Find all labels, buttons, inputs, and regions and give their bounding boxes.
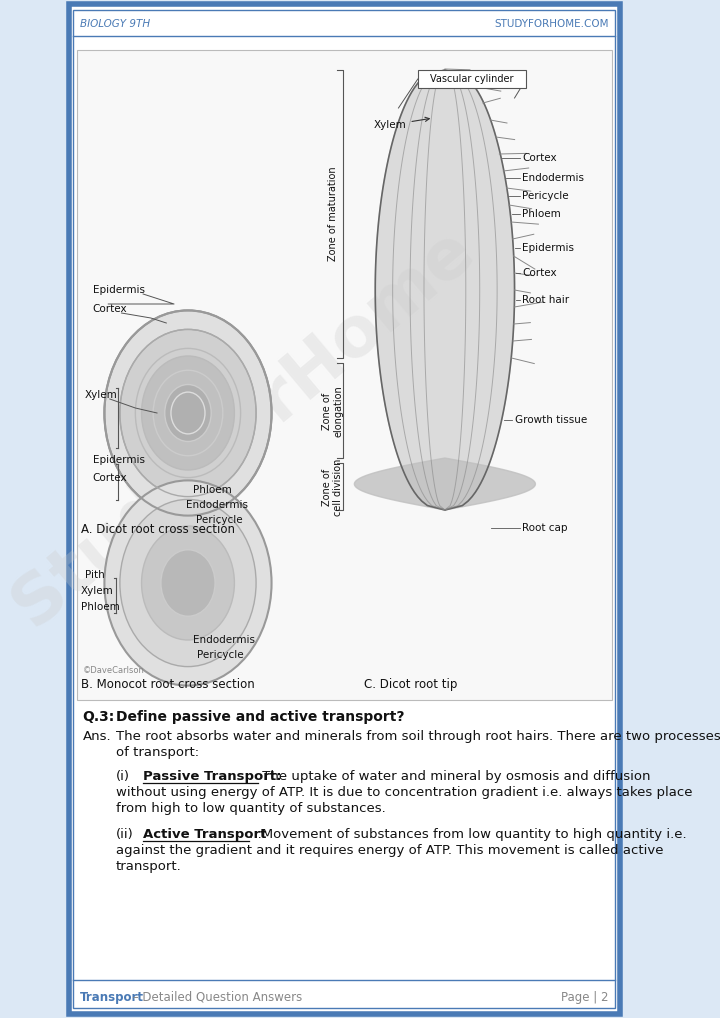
Text: Cortex: Cortex xyxy=(522,153,557,163)
Text: Cortex: Cortex xyxy=(93,304,127,314)
Text: BIOLOGY 9TH: BIOLOGY 9TH xyxy=(80,19,150,29)
Text: Zone of
elongation: Zone of elongation xyxy=(322,385,343,437)
Ellipse shape xyxy=(161,550,215,616)
Text: Passive Transport:: Passive Transport: xyxy=(143,770,282,783)
Text: Define passive and active transport?: Define passive and active transport? xyxy=(116,710,405,724)
Text: – Detailed Question Answers: – Detailed Question Answers xyxy=(129,991,302,1004)
Text: Cortex: Cortex xyxy=(93,473,127,483)
Text: Transport: Transport xyxy=(80,991,143,1004)
Bar xyxy=(76,50,612,700)
Text: Growth tissue: Growth tissue xyxy=(515,415,587,425)
Text: Xylem: Xylem xyxy=(374,117,429,130)
Text: Phloem: Phloem xyxy=(194,485,232,495)
Ellipse shape xyxy=(165,385,211,442)
Text: Zone of maturation: Zone of maturation xyxy=(328,167,338,262)
Text: Epidermis: Epidermis xyxy=(522,243,575,253)
Text: (i): (i) xyxy=(116,770,130,783)
Text: Q.3:: Q.3: xyxy=(83,710,115,724)
Ellipse shape xyxy=(120,500,256,667)
Text: Phloem: Phloem xyxy=(81,602,120,612)
Ellipse shape xyxy=(142,526,235,640)
Ellipse shape xyxy=(142,356,235,470)
Text: Pith: Pith xyxy=(85,570,105,580)
Text: Ans.: Ans. xyxy=(83,730,112,743)
Text: Endodermis: Endodermis xyxy=(522,173,584,183)
Ellipse shape xyxy=(104,480,271,685)
Text: Pericycle: Pericycle xyxy=(197,651,244,660)
Bar xyxy=(418,70,526,88)
Text: Pericycle: Pericycle xyxy=(196,515,243,525)
Text: Xylem: Xylem xyxy=(81,586,114,596)
Text: Pericycle: Pericycle xyxy=(522,191,569,201)
Text: : .Movement of substances from low quantity to high quantity i.e.: : .Movement of substances from low quant… xyxy=(249,828,687,841)
Text: without using energy of ATP. It is due to concentration gradient i.e. always tak: without using energy of ATP. It is due t… xyxy=(116,786,693,799)
Text: of transport:: of transport: xyxy=(116,746,199,759)
Text: C. Dicot root tip: C. Dicot root tip xyxy=(364,678,457,691)
Text: Endodermis: Endodermis xyxy=(194,635,256,645)
Text: Epidermis: Epidermis xyxy=(93,285,145,295)
Text: ©DaveCarlson: ©DaveCarlson xyxy=(83,666,145,675)
Text: Phloem: Phloem xyxy=(522,209,561,219)
Text: The root absorbs water and minerals from soil through root hairs. There are two : The root absorbs water and minerals from… xyxy=(116,730,720,743)
FancyBboxPatch shape xyxy=(69,4,620,1014)
Text: A. Dicot root cross section: A. Dicot root cross section xyxy=(81,523,235,536)
Text: Page | 2: Page | 2 xyxy=(562,991,609,1004)
Text: Cortex: Cortex xyxy=(522,268,557,278)
Text: StudyForHome: StudyForHome xyxy=(0,216,487,640)
Text: Root cap: Root cap xyxy=(522,523,568,533)
Text: STUDYFORHOME.COM: STUDYFORHOME.COM xyxy=(495,19,609,29)
Text: Zone of
cell division: Zone of cell division xyxy=(322,458,343,516)
Polygon shape xyxy=(354,458,536,510)
Text: Endodermis: Endodermis xyxy=(186,500,248,510)
Text: The uptake of water and mineral by osmosis and diffusion: The uptake of water and mineral by osmos… xyxy=(258,770,651,783)
Text: Xylem: Xylem xyxy=(85,390,118,400)
Polygon shape xyxy=(375,70,515,510)
Text: from high to low quantity of substances.: from high to low quantity of substances. xyxy=(116,802,386,815)
Text: Vascular cylinder: Vascular cylinder xyxy=(431,74,514,84)
Text: Root hair: Root hair xyxy=(522,295,570,305)
Text: against the gradient and it requires energy of ATP. This movement is called acti: against the gradient and it requires ene… xyxy=(116,844,664,857)
Text: transport.: transport. xyxy=(116,860,181,873)
Text: Active Transport: Active Transport xyxy=(143,828,266,841)
Ellipse shape xyxy=(104,310,271,515)
Text: (ii): (ii) xyxy=(116,828,134,841)
Ellipse shape xyxy=(120,330,256,497)
Text: Epidermis: Epidermis xyxy=(93,455,145,465)
Text: B. Monocot root cross section: B. Monocot root cross section xyxy=(81,678,255,691)
